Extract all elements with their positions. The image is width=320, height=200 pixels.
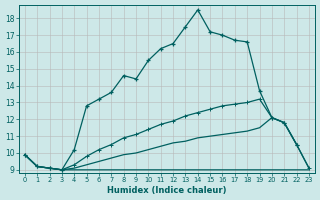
X-axis label: Humidex (Indice chaleur): Humidex (Indice chaleur) [107, 186, 227, 195]
